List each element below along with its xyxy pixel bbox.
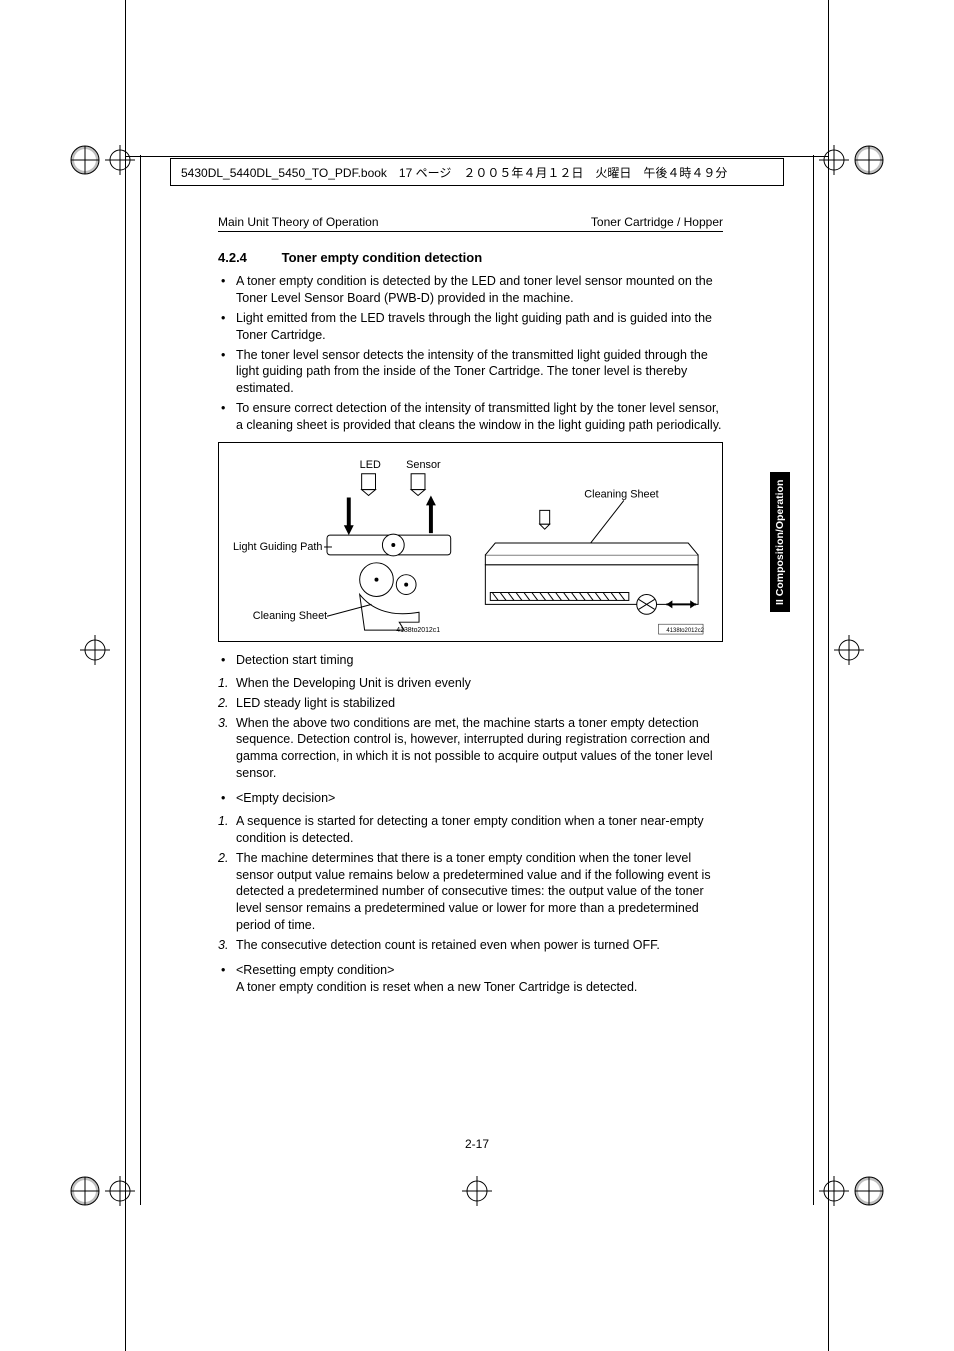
list-item: 3.When the above two conditions are met,… bbox=[218, 715, 723, 783]
empty-decision-list: 1.A sequence is started for detecting a … bbox=[218, 813, 723, 954]
running-head-right: Toner Cartridge / Hopper bbox=[591, 215, 723, 229]
figure-svg: LED Sensor bbox=[233, 455, 708, 635]
intro-bullet: The toner level sensor detects the inten… bbox=[218, 347, 723, 398]
list-item: 2.LED steady light is stabilized bbox=[218, 695, 723, 712]
frame-line-left-inner bbox=[140, 155, 141, 1205]
bookbar: 5430DL_5440DL_5450_TO_PDF.book 17 ページ ２０… bbox=[170, 158, 784, 186]
page-number: 2-17 bbox=[465, 1137, 489, 1151]
intro-bullet-list: A toner empty condition is detected by t… bbox=[218, 273, 723, 434]
fig-label-sensor: Sensor bbox=[406, 459, 441, 471]
group-detection-start: Detection start timing 1.When the Develo… bbox=[218, 652, 723, 782]
bookbar-rule-top bbox=[125, 156, 829, 157]
crop-mark-bottom-center bbox=[457, 1171, 497, 1211]
bookbar-text: 5430DL_5440DL_5450_TO_PDF.book 17 ページ ２０… bbox=[181, 164, 727, 181]
frame-line-left-outer bbox=[125, 0, 126, 1351]
crop-mark-bottom-right bbox=[819, 1166, 889, 1216]
intro-bullet: A toner empty condition is detected by t… bbox=[218, 273, 723, 307]
fig-code-left: 4138to2012c1 bbox=[396, 627, 440, 634]
fig-label-led: LED bbox=[360, 459, 381, 471]
fig-label-light-path: Light Guiding Path bbox=[233, 541, 322, 553]
crop-mark-top-left bbox=[65, 135, 135, 185]
group-heading: <Resetting empty condition> A toner empt… bbox=[218, 962, 723, 996]
section-title: 4.2.4 Toner empty condition detection bbox=[218, 250, 723, 265]
frame-line-right-outer bbox=[828, 0, 829, 1351]
fig-label-cleaning-right: Cleaning Sheet bbox=[584, 488, 658, 500]
group-heading: Detection start timing bbox=[218, 652, 723, 669]
intro-bullet: To ensure correct detection of the inten… bbox=[218, 400, 723, 434]
group-resetting: <Resetting empty condition> A toner empt… bbox=[218, 962, 723, 996]
section-heading: Toner empty condition detection bbox=[282, 250, 483, 265]
crop-mark-bottom-left bbox=[65, 1166, 135, 1216]
section-number: 4.2.4 bbox=[218, 250, 278, 265]
group-heading: <Empty decision> bbox=[218, 790, 723, 807]
side-tab: II Composition/Operation bbox=[770, 472, 790, 612]
side-tab-text: II Composition/Operation bbox=[774, 479, 786, 604]
group-body: A toner empty condition is reset when a … bbox=[236, 980, 637, 994]
content-area: Main Unit Theory of Operation Toner Cart… bbox=[218, 215, 723, 1002]
fig-label-cleaning-left: Cleaning Sheet bbox=[253, 610, 327, 622]
intro-bullet: Light emitted from the LED travels throu… bbox=[218, 310, 723, 344]
figure-box: LED Sensor bbox=[218, 442, 723, 642]
list-item: 2.The machine determines that there is a… bbox=[218, 850, 723, 934]
frame-line-right-inner bbox=[813, 155, 814, 1205]
detection-start-list: 1.When the Developing Unit is driven eve… bbox=[218, 675, 723, 782]
fig-code-right: 4138to2012c2 bbox=[666, 628, 704, 634]
list-item: 3.The consecutive detection count is ret… bbox=[218, 937, 723, 954]
running-head-left: Main Unit Theory of Operation bbox=[218, 215, 379, 229]
group-empty-decision: <Empty decision> 1.A sequence is started… bbox=[218, 790, 723, 954]
list-item: 1.When the Developing Unit is driven eve… bbox=[218, 675, 723, 692]
running-head: Main Unit Theory of Operation Toner Cart… bbox=[218, 215, 723, 232]
crop-mark-mid-right bbox=[829, 630, 879, 670]
list-item: 1.A sequence is started for detecting a … bbox=[218, 813, 723, 847]
crop-mark-top-right bbox=[819, 135, 889, 185]
crop-mark-mid-left bbox=[75, 630, 125, 670]
